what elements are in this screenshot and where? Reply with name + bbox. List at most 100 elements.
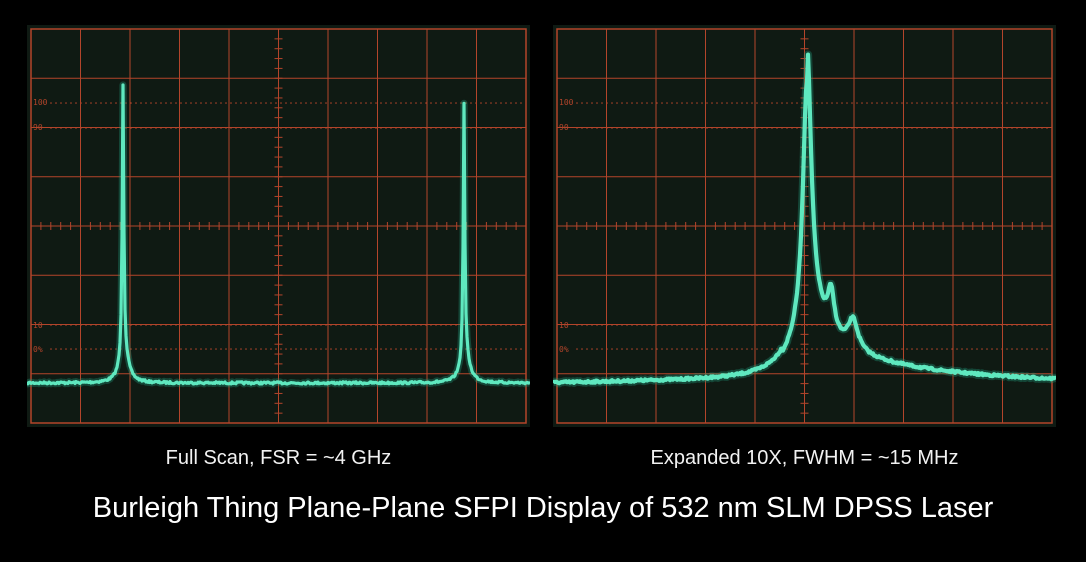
reference-dot	[270, 127, 272, 129]
reference-dot	[1011, 127, 1013, 129]
reference-dot	[135, 324, 137, 326]
reference-dot	[135, 348, 137, 350]
reference-dot	[165, 324, 167, 326]
reference-dot	[260, 102, 262, 104]
reference-dot	[636, 127, 638, 129]
reference-dot	[1046, 324, 1048, 326]
reference-dot	[505, 127, 507, 129]
reference-dot	[425, 127, 427, 129]
reference-dot	[706, 348, 708, 350]
reference-dot	[240, 102, 242, 104]
reference-dot	[801, 324, 803, 326]
reference-dot	[726, 102, 728, 104]
reference-dot	[290, 127, 292, 129]
reference-dot	[591, 127, 593, 129]
reference-dot	[445, 102, 447, 104]
reference-dot	[896, 324, 898, 326]
reference-dot	[656, 127, 658, 129]
reference-dot	[265, 127, 267, 129]
reference-dot	[260, 127, 262, 129]
reference-dot	[761, 127, 763, 129]
reference-dot	[150, 348, 152, 350]
reference-dot	[440, 324, 442, 326]
reference-dot	[175, 127, 177, 129]
reference-dot	[856, 102, 858, 104]
reference-dot	[931, 348, 933, 350]
reference-dot	[791, 348, 793, 350]
reference-dot	[731, 127, 733, 129]
reference-dot	[450, 324, 452, 326]
reference-dot	[395, 127, 397, 129]
reference-dot	[621, 324, 623, 326]
reference-dot	[771, 324, 773, 326]
reference-dot	[611, 348, 613, 350]
reference-dot	[991, 127, 993, 129]
reference-dot	[370, 324, 372, 326]
reference-dot	[265, 348, 267, 350]
reference-dot	[591, 102, 593, 104]
reference-dot	[906, 102, 908, 104]
reference-dot	[355, 324, 357, 326]
scope-display-left: 100 90 10 0%	[27, 28, 530, 424]
reference-dot	[65, 127, 67, 129]
reference-dot	[681, 127, 683, 129]
reference-dot	[876, 348, 878, 350]
oscilloscope-screen-full-scan: 100 90 10 0%	[27, 25, 530, 427]
reference-dot	[796, 348, 798, 350]
reference-dot	[696, 127, 698, 129]
reference-dot	[711, 324, 713, 326]
reference-dot	[771, 102, 773, 104]
reference-dot	[385, 324, 387, 326]
reference-dot	[581, 127, 583, 129]
reference-dot	[681, 102, 683, 104]
reference-dot	[1001, 127, 1003, 129]
reference-dot	[115, 324, 117, 326]
reference-dot	[1026, 102, 1028, 104]
reference-dot	[455, 102, 457, 104]
reference-dot	[921, 127, 923, 129]
reference-dot	[455, 348, 457, 350]
reference-dot	[601, 127, 603, 129]
reference-dot	[711, 348, 713, 350]
reference-dot	[616, 127, 618, 129]
reference-dot	[836, 102, 838, 104]
reference-dot	[515, 348, 517, 350]
reference-dot	[706, 127, 708, 129]
reference-dot	[350, 127, 352, 129]
reference-dot	[320, 324, 322, 326]
reference-dot	[731, 324, 733, 326]
reference-dot	[716, 127, 718, 129]
reference-dot	[906, 324, 908, 326]
reference-dot	[841, 102, 843, 104]
reference-dot	[1026, 127, 1028, 129]
graticule-label-100: 100	[559, 98, 574, 107]
reference-dot	[691, 324, 693, 326]
reference-dot	[80, 102, 82, 104]
reference-dot	[1021, 102, 1023, 104]
reference-dot	[746, 324, 748, 326]
reference-dot	[931, 102, 933, 104]
reference-dot	[1026, 348, 1028, 350]
reference-dot	[195, 324, 197, 326]
reference-dot	[606, 324, 608, 326]
reference-dot	[400, 127, 402, 129]
reference-dot	[831, 324, 833, 326]
reference-dot	[285, 324, 287, 326]
reference-dot	[110, 102, 112, 104]
reference-dot	[981, 348, 983, 350]
reference-dot	[641, 102, 643, 104]
reference-dot	[475, 324, 477, 326]
graticule-grid-left	[30, 28, 527, 424]
reference-dot	[230, 127, 232, 129]
reference-dot	[160, 348, 162, 350]
reference-dot	[916, 102, 918, 104]
reference-dot	[250, 348, 252, 350]
reference-dot	[901, 324, 903, 326]
reference-dot	[916, 127, 918, 129]
reference-dot	[901, 127, 903, 129]
reference-dot	[576, 127, 578, 129]
reference-dot	[701, 324, 703, 326]
reference-dot	[581, 348, 583, 350]
reference-dot	[971, 348, 973, 350]
reference-dot	[210, 348, 212, 350]
